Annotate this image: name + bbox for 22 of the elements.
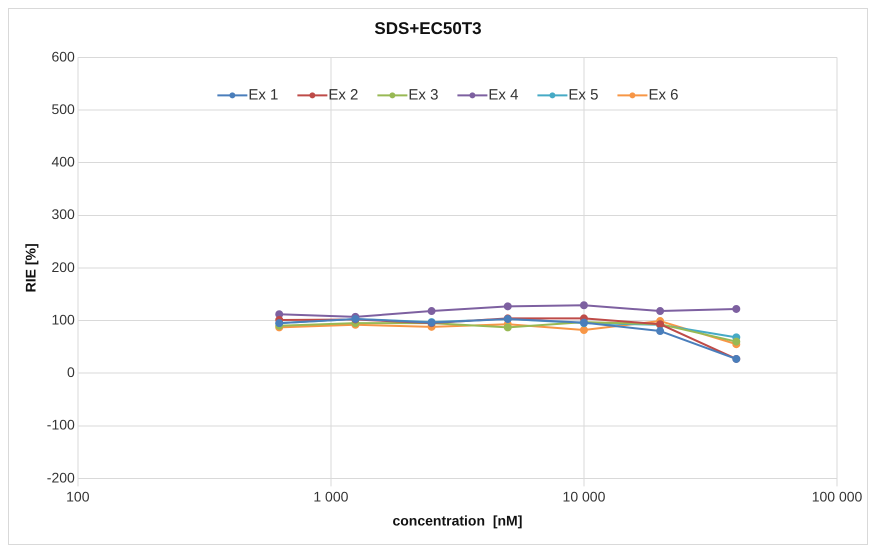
legend-label: Ex 5 (568, 86, 598, 104)
legend-label: Ex 3 (408, 86, 438, 104)
y-tick-label: 100 (51, 311, 76, 328)
y-tick-label: 500 (51, 100, 76, 117)
y-tick-label: -200 (46, 469, 76, 486)
legend-label: Ex 2 (328, 86, 358, 104)
y-axis-title: RIE [%] (22, 243, 38, 292)
legend-label: Ex 6 (648, 86, 678, 104)
legend-label: Ex 4 (488, 86, 518, 104)
legend-label: Ex 1 (248, 86, 278, 104)
chart-title: SDS+EC50T3 (374, 18, 482, 38)
y-tick-label: 0 (67, 364, 76, 380)
x-tick-label: 10 000 (562, 488, 606, 505)
x-tick-label: 100 (66, 488, 90, 505)
y-tick-label: 300 (51, 206, 76, 222)
x-tick-label: 1 000 (313, 488, 349, 505)
x-axis-title: concentration [nM] (392, 512, 522, 528)
x-tick-label: 100 000 (812, 488, 863, 505)
y-tick-label: -100 (46, 416, 76, 433)
y-tick-label: 400 (51, 154, 76, 170)
y-tick-label: 200 (51, 258, 76, 275)
y-tick-label: 600 (51, 48, 76, 64)
